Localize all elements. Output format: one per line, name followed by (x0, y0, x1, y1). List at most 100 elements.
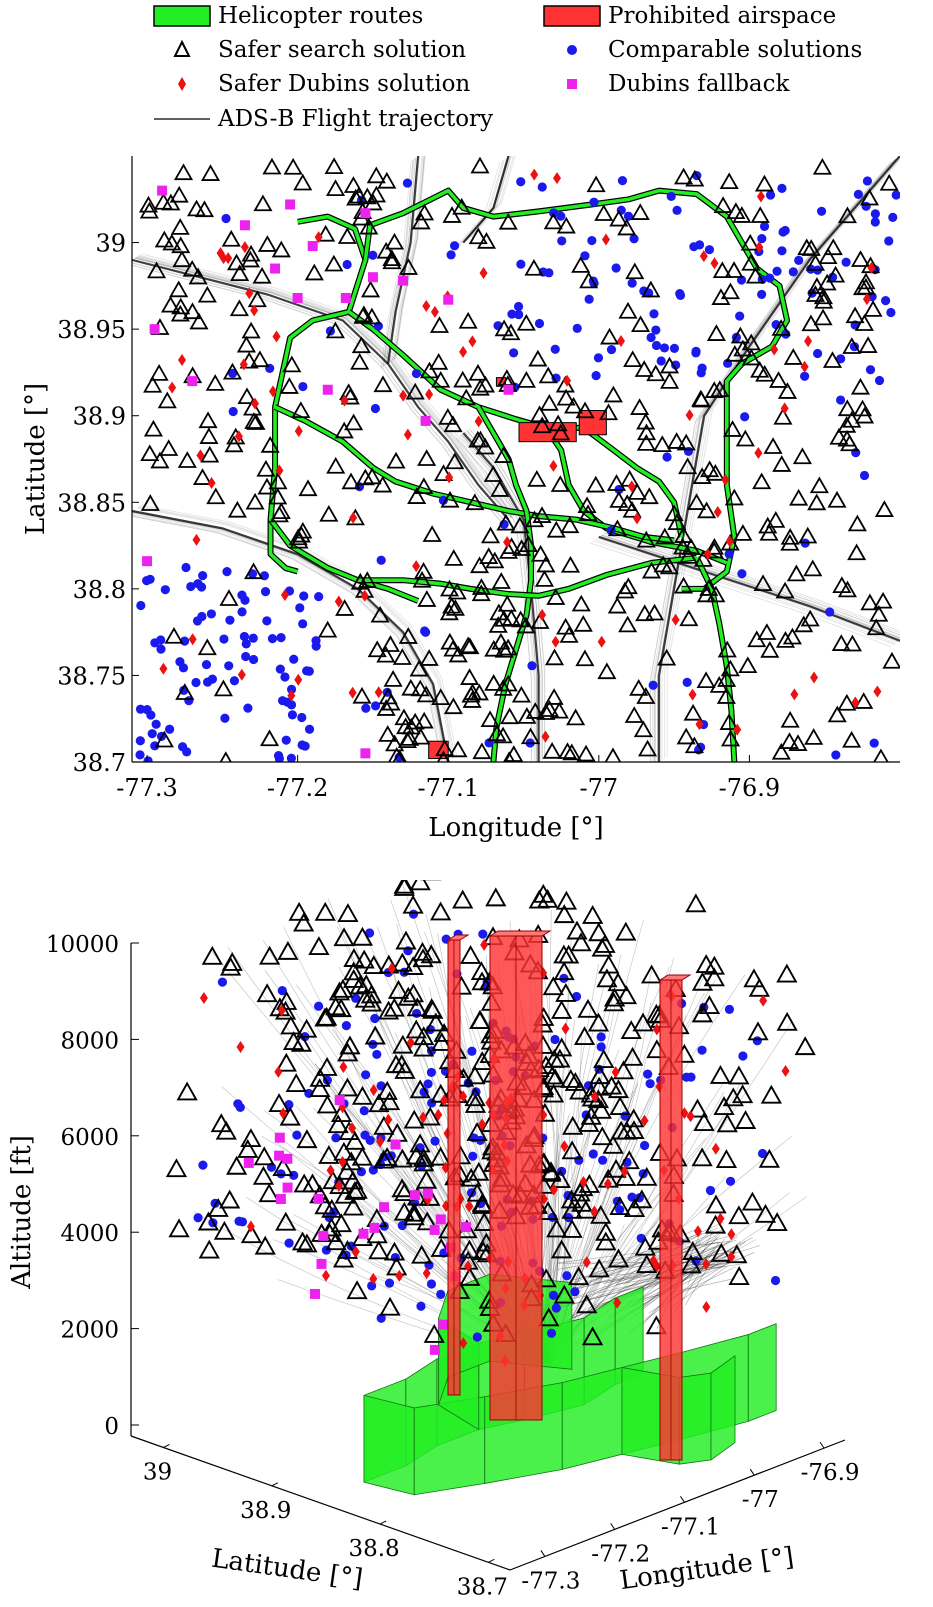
safer-search-point-3d (588, 922, 610, 942)
safer-search-point (763, 437, 783, 454)
safer-search-point (609, 491, 629, 508)
legend-label-safer-dubins: Safer Dubins solution (218, 71, 471, 97)
dubins-fallback-point-3d (409, 1190, 420, 1201)
comparable-point (825, 607, 835, 617)
safer-dubins-point-3d (590, 1205, 599, 1218)
safer-search-point-3d (340, 1151, 362, 1171)
safer-search-point (344, 413, 364, 431)
comparable-point (507, 309, 517, 319)
safer-search-point (725, 345, 745, 362)
safer-search-point-3d (452, 889, 474, 909)
safer-search-point (755, 364, 775, 382)
safer-search-point (586, 175, 606, 193)
safer-search-point-3d (609, 1196, 631, 1215)
safer-search-point (827, 705, 847, 723)
lon-tick-label: -77.3 (521, 1568, 580, 1594)
safer-dubins-point (374, 686, 383, 699)
dubins-fallback-point-3d (429, 1224, 440, 1235)
safer-search-point-3d (402, 956, 424, 975)
adsb-track (601, 534, 900, 639)
safer-search-point (140, 494, 160, 511)
safer-search-point-3d (560, 1068, 582, 1088)
z-tick-label: 0 (104, 1414, 119, 1440)
safer-dubins-point (867, 261, 876, 274)
dubins-fallback-point-3d (275, 1193, 286, 1204)
safer-search-point (771, 319, 791, 336)
safer-search-point (847, 543, 867, 561)
safer-search-point (366, 185, 386, 203)
safer-search-point-3d (296, 1018, 318, 1038)
adsb-track (393, 156, 425, 360)
comparable-point (646, 332, 656, 343)
safer-search-point-3d (403, 1202, 425, 1222)
safer-search-point-3d (333, 927, 355, 947)
safer-search-point (859, 188, 880, 206)
safer-search-point-3d (567, 1266, 590, 1286)
comparable-point-3d (468, 1151, 478, 1161)
safer-search-point (161, 295, 181, 313)
comparable-point (280, 672, 290, 682)
comparable-point-3d (686, 1072, 696, 1082)
safer-dubins-point (549, 459, 558, 472)
safer-search-point-3d (589, 1065, 611, 1085)
comparable-point-3d (237, 1217, 248, 1227)
safer-search-point (719, 172, 739, 190)
y-tick-label: 38.9 (73, 403, 126, 431)
safer-dubins-point-3d (199, 992, 208, 1005)
safer-search-point (653, 555, 673, 573)
axes-3d (130, 943, 846, 1571)
safer-search-point (760, 640, 780, 658)
safer-search-point (543, 212, 563, 230)
comparable-point (759, 221, 770, 231)
safer-search-point-3d (337, 1042, 359, 1062)
adsb-track (471, 156, 516, 238)
safer-search-point (298, 479, 318, 497)
safer-search-point-3d (555, 890, 578, 910)
safer-search-point (536, 555, 556, 573)
safer-search-point-3d (691, 971, 714, 991)
safer-search-point (398, 627, 418, 644)
safer-search-point (376, 241, 396, 259)
comparable-point-3d (562, 1271, 572, 1281)
comparable-point (227, 368, 238, 378)
safer-search-point (788, 734, 808, 751)
comparable-point (656, 356, 666, 366)
safer-search-point (636, 687, 656, 704)
safer-search-point (170, 218, 190, 235)
safer-search-point-3d (618, 1150, 640, 1170)
safer-search-point (200, 164, 221, 181)
safer-search-point-3d (411, 941, 434, 961)
safer-dubins-point (250, 304, 259, 317)
safer-dubins-point (851, 696, 860, 709)
safer-search-point (236, 335, 256, 353)
safer-search-point-3d (409, 880, 431, 891)
safer-search-point-3d (391, 1148, 413, 1168)
safer-search-point (472, 742, 492, 760)
safer-search-point (197, 285, 217, 303)
safer-search-point (230, 264, 250, 282)
safer-search-point (873, 591, 893, 609)
safer-search-point (525, 702, 545, 719)
safer-search-point (860, 593, 880, 611)
z-tick-label: 2000 (60, 1318, 119, 1344)
comparable-point (853, 189, 863, 199)
safer-search-point-3d (259, 945, 281, 965)
safer-search-point (197, 638, 217, 656)
safer-search-point (858, 336, 878, 353)
safer-search-point (153, 192, 174, 210)
safer-search-point (448, 740, 468, 758)
safer-search-point (282, 355, 302, 373)
safer-search-point-3d (316, 1094, 339, 1114)
safer-search-point (598, 403, 619, 421)
safer-search-point-3d (728, 1065, 750, 1085)
safer-search-point (318, 620, 338, 638)
comparable-point-3d (360, 1130, 370, 1140)
safer-search-point (171, 297, 191, 315)
comparable-point-3d (757, 1148, 768, 1159)
safer-search-point-3d (537, 1201, 559, 1221)
safer-search-point-3d (691, 1147, 713, 1167)
safer-search-point-3d (562, 1115, 584, 1135)
safer-search-point (447, 582, 467, 600)
safer-search-point (829, 427, 849, 445)
safer-search-point (722, 420, 743, 437)
